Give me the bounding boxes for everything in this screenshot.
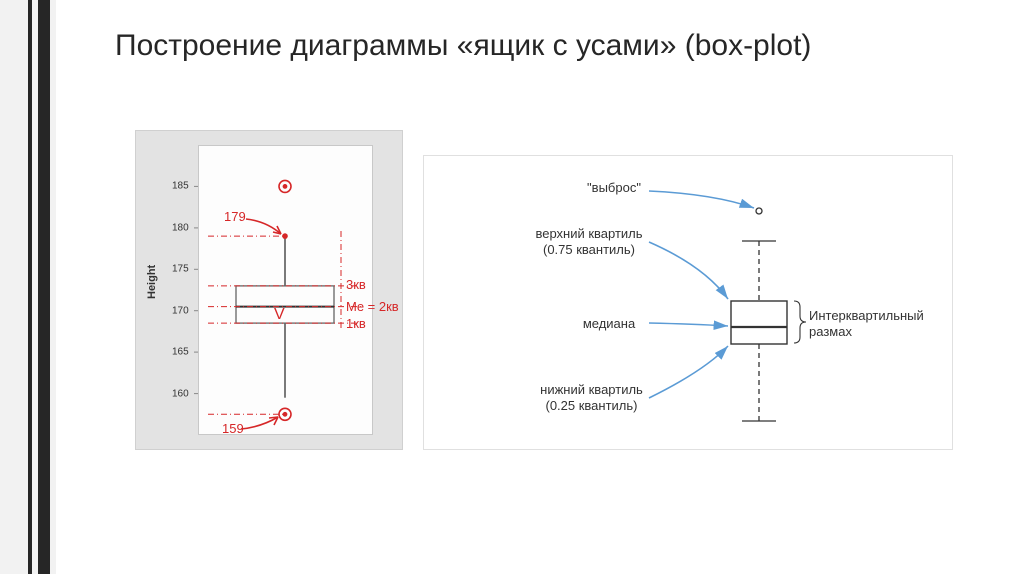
side-stripe	[0, 0, 56, 574]
ytick-185: 185	[172, 181, 189, 192]
svg-text:3кв: 3кв	[346, 277, 366, 292]
left-boxplot-svg: 179 159 3кв Me = 2кв 1кв V	[136, 131, 404, 451]
ytick-180: 180	[172, 222, 189, 233]
ytick-170: 170	[172, 305, 189, 316]
right-boxplot-svg	[424, 156, 954, 451]
lbl-iqr-l2: размах	[809, 324, 852, 339]
lbl-lowerq-l1: нижний квартиль	[540, 382, 643, 397]
lbl-outlier: "выброс"	[574, 180, 654, 196]
lbl-upperq: верхний квартиль (0.75 квантиль)	[519, 226, 659, 259]
svg-text:Me = 2кв: Me = 2кв	[346, 299, 399, 314]
lbl-upperq-l1: верхний квартиль	[535, 226, 642, 241]
svg-text:179: 179	[224, 209, 246, 224]
upper-whisker-dot	[282, 233, 288, 239]
arrow-179	[246, 219, 281, 234]
left-boxplot-panel: Height	[135, 130, 403, 450]
right-explain-panel: "выброс" верхний квартиль (0.75 квантиль…	[423, 155, 953, 450]
lbl-upperq-l2: (0.75 квантиль)	[543, 242, 635, 257]
svg-text:159: 159	[222, 421, 244, 436]
stripe-thin	[28, 0, 32, 574]
page-title: Построение диаграммы «ящик с усами» (box…	[115, 28, 811, 64]
svg-text:1кв: 1кв	[346, 316, 366, 331]
right-arrows	[649, 191, 754, 398]
lbl-iqr-l1: Интерквартильный	[809, 308, 924, 323]
left-ticks	[194, 186, 198, 393]
iqr-brace	[794, 301, 806, 343]
lbl-lowerq-l2: (0.25 квантиль)	[545, 398, 637, 413]
arrow-159	[241, 417, 278, 429]
ytick-160: 160	[172, 388, 189, 399]
lbl-iqr: Интерквартильный размах	[809, 308, 949, 341]
lbl-median: медиана	[569, 316, 649, 332]
svg-text:V: V	[274, 306, 285, 323]
stripe-thick	[38, 0, 50, 574]
right-box	[731, 301, 787, 344]
ytick-175: 175	[172, 264, 189, 275]
lbl-lowerq: нижний квартиль (0.25 квантиль)	[524, 382, 659, 415]
ytick-165: 165	[172, 347, 189, 358]
left-box	[236, 286, 334, 323]
right-outlier	[756, 208, 762, 214]
